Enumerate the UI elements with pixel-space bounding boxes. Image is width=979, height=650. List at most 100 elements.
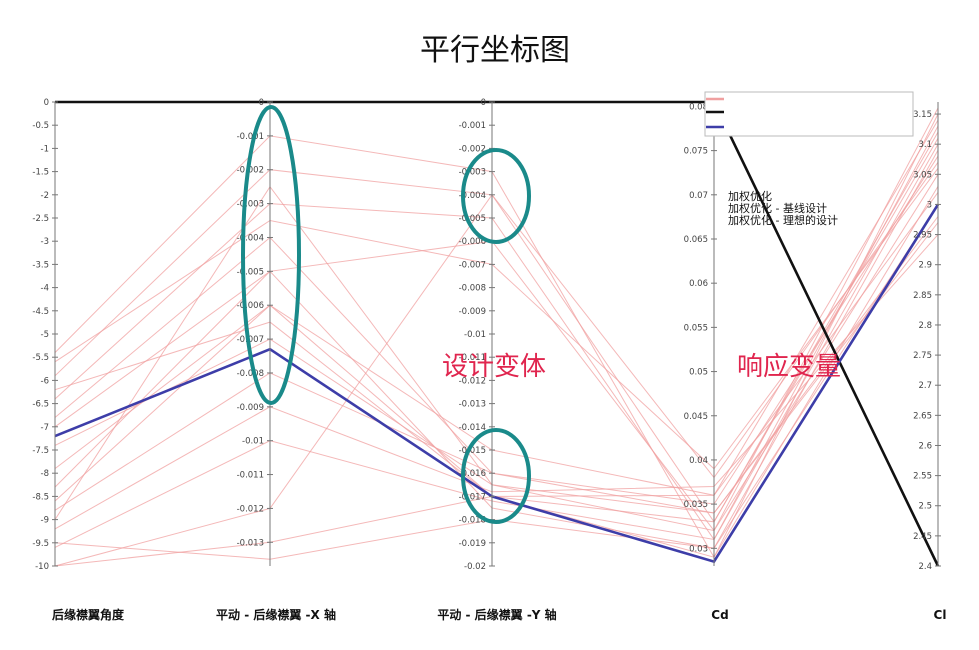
axis-2-tick-label-2: -0.002 bbox=[459, 144, 486, 154]
axis-1-tick-label-13: -0.013 bbox=[237, 538, 264, 548]
axis-0-tick-label-20: -10 bbox=[35, 562, 49, 572]
axis-0-tick-label-19: -9.5 bbox=[32, 539, 49, 549]
axis-2-tick-label-0: 0 bbox=[481, 98, 486, 108]
axis-0-tick-label-5: -2.5 bbox=[32, 214, 49, 224]
legend-entry-0: 加权优化 bbox=[728, 189, 772, 203]
legend-box bbox=[704, 91, 914, 137]
axis-0-tick-label-3: -1.5 bbox=[32, 168, 49, 178]
axis-2-tick-label-4: -0.004 bbox=[459, 191, 486, 201]
chart-title: 平行坐标图 bbox=[420, 33, 570, 68]
axis-1-tick-label-3: -0.003 bbox=[237, 200, 264, 210]
series-line-0-1 bbox=[54, 131, 939, 523]
axis-4-tick-label-8: 2.75 bbox=[913, 351, 932, 361]
axis-2-tick-label-10: -0.01 bbox=[464, 330, 486, 340]
highlight-ellipse-1 bbox=[461, 148, 531, 244]
annotation-0: 设计变体 bbox=[442, 352, 546, 382]
axis-3-tick-label-8: 0.04 bbox=[689, 456, 708, 466]
axis-4-tick-label-9: 2.7 bbox=[918, 381, 932, 391]
axis-0-tick-label-8: -4 bbox=[41, 284, 49, 294]
axis-1-tick-label-5: -0.005 bbox=[237, 267, 264, 277]
axis-1-tick-label-0: 0 bbox=[259, 98, 264, 108]
series-line-0-13 bbox=[54, 119, 939, 502]
axis-4-tick-label-6: 2.85 bbox=[913, 291, 932, 301]
axis-4-tick-label-14: 2.45 bbox=[913, 532, 932, 542]
axis-label-2: 平动 - 后缘襟翼 -Y 轴 bbox=[437, 607, 556, 622]
axis-0-tick-label-13: -6.5 bbox=[32, 400, 49, 410]
axis-3-tick-label-4: 0.06 bbox=[689, 279, 708, 289]
axis-3-tick-label-0: 0.08 bbox=[689, 102, 708, 112]
axis-4-tick-label-7: 2.8 bbox=[918, 321, 932, 331]
axis-2-tick-label-12: -0.012 bbox=[459, 376, 486, 386]
axis-4-tick-label-4: 2.95 bbox=[913, 231, 932, 241]
axis-2-tick-label-16: -0.016 bbox=[459, 469, 486, 479]
axis-2-tick-label-8: -0.008 bbox=[459, 284, 486, 294]
axis-1-tick-label-6: -0.006 bbox=[237, 301, 264, 311]
axis-0-tick-label-9: -4.5 bbox=[32, 307, 49, 317]
axis-4-tick-label-15: 2.4 bbox=[918, 562, 932, 572]
axis-2-tick-label-7: -0.007 bbox=[459, 260, 486, 270]
axis-2-tick-label-5: -0.005 bbox=[459, 214, 486, 224]
axis-1-tick-label-7: -0.007 bbox=[237, 335, 264, 345]
axis-0-tick-label-14: -7 bbox=[41, 423, 49, 433]
axis-3-tick-label-7: 0.045 bbox=[684, 412, 708, 422]
axis-3-tick-label-1: 0.075 bbox=[684, 147, 708, 157]
axis-2-tick-label-20: -0.02 bbox=[464, 562, 486, 572]
axis-3-tick-label-6: 0.05 bbox=[689, 368, 708, 378]
axis-4-tick-label-11: 2.6 bbox=[918, 441, 932, 451]
axis-label-0: 后缘襟翼角度 bbox=[52, 607, 125, 622]
highlight-ellipse-2 bbox=[461, 428, 531, 524]
axis-0-tick-label-4: -2 bbox=[41, 191, 49, 201]
axis-2-tick-label-11: -0.011 bbox=[459, 353, 486, 363]
axis-2-tick-label-19: -0.019 bbox=[459, 539, 486, 549]
axis-1-tick-label-9: -0.009 bbox=[237, 403, 264, 413]
axis-1-tick-label-4: -0.004 bbox=[237, 233, 264, 243]
axis-1-tick-label-8: -0.008 bbox=[237, 369, 264, 379]
axis-0-tick-label-16: -8 bbox=[41, 469, 49, 479]
highlight-ellipse-0 bbox=[241, 105, 301, 405]
axis-0-tick-label-2: -1 bbox=[41, 144, 49, 154]
axis-4-tick-label-10: 2.65 bbox=[913, 411, 932, 421]
axis-2-tick-label-15: -0.015 bbox=[459, 446, 486, 456]
axis-4-tick-label-12: 2.55 bbox=[913, 472, 932, 482]
axis-2-tick-label-9: -0.009 bbox=[459, 307, 486, 317]
axis-3-tick-label-3: 0.065 bbox=[684, 235, 708, 245]
axis-2-tick-label-13: -0.013 bbox=[459, 400, 486, 410]
series-line-0-14 bbox=[54, 107, 939, 532]
axis-2-tick-label-17: -0.017 bbox=[459, 492, 486, 502]
legend-entry-1: 加权优化 - 基线设计 bbox=[728, 201, 827, 215]
axis-4-tick-label-1: 3.1 bbox=[918, 140, 932, 150]
axis-3-tick-label-9: 0.035 bbox=[684, 500, 708, 510]
axis-1-tick-label-2: -0.002 bbox=[237, 166, 264, 176]
axis-4-tick-label-13: 2.5 bbox=[918, 502, 932, 512]
axis-1-tick-label-11: -0.011 bbox=[237, 471, 264, 481]
axis-1-tick-label-10: -0.01 bbox=[242, 437, 264, 447]
axis-4-tick-label-2: 3.05 bbox=[913, 170, 932, 180]
axis-0-tick-label-18: -9 bbox=[41, 516, 49, 526]
axis-0-tick-label-10: -5 bbox=[41, 330, 49, 340]
axis-0-tick-label-6: -3 bbox=[41, 237, 49, 247]
series-line-0-0 bbox=[54, 113, 939, 559]
axis-2-tick-label-6: -0.006 bbox=[459, 237, 486, 247]
axis-2-tick-label-18: -0.018 bbox=[459, 516, 486, 526]
axis-2-tick-label-1: -0.001 bbox=[459, 121, 486, 131]
axis-3-tick-label-2: 0.07 bbox=[689, 191, 708, 201]
axis-0-tick-label-12: -6 bbox=[41, 376, 49, 386]
axis-2-tick-label-3: -0.003 bbox=[459, 168, 486, 178]
axis-0-tick-label-0: 0 bbox=[44, 98, 49, 108]
axis-0-tick-label-11: -5.5 bbox=[32, 353, 49, 363]
series-line-0-9 bbox=[54, 125, 939, 548]
axis-4-tick-label-3: 3 bbox=[927, 200, 932, 210]
axis-label-3: Cd bbox=[711, 608, 728, 622]
axis-label-4: Cl bbox=[934, 608, 947, 622]
axis-0-tick-label-1: -0.5 bbox=[32, 121, 49, 131]
legend-entry-2: 加权优化 - 理想的设计 bbox=[728, 213, 838, 227]
axis-1-tick-label-1: -0.001 bbox=[237, 132, 264, 142]
axis-2-tick-label-14: -0.014 bbox=[459, 423, 486, 433]
axis-0-tick-label-7: -3.5 bbox=[32, 260, 49, 270]
axis-4-tick-label-5: 2.9 bbox=[918, 261, 932, 271]
annotation-1: 响应变量 bbox=[737, 352, 841, 382]
axis-3-tick-label-5: 0.055 bbox=[684, 323, 708, 333]
axis-0-tick-label-17: -8.5 bbox=[32, 492, 49, 502]
axis-1-tick-label-12: -0.012 bbox=[237, 504, 264, 514]
